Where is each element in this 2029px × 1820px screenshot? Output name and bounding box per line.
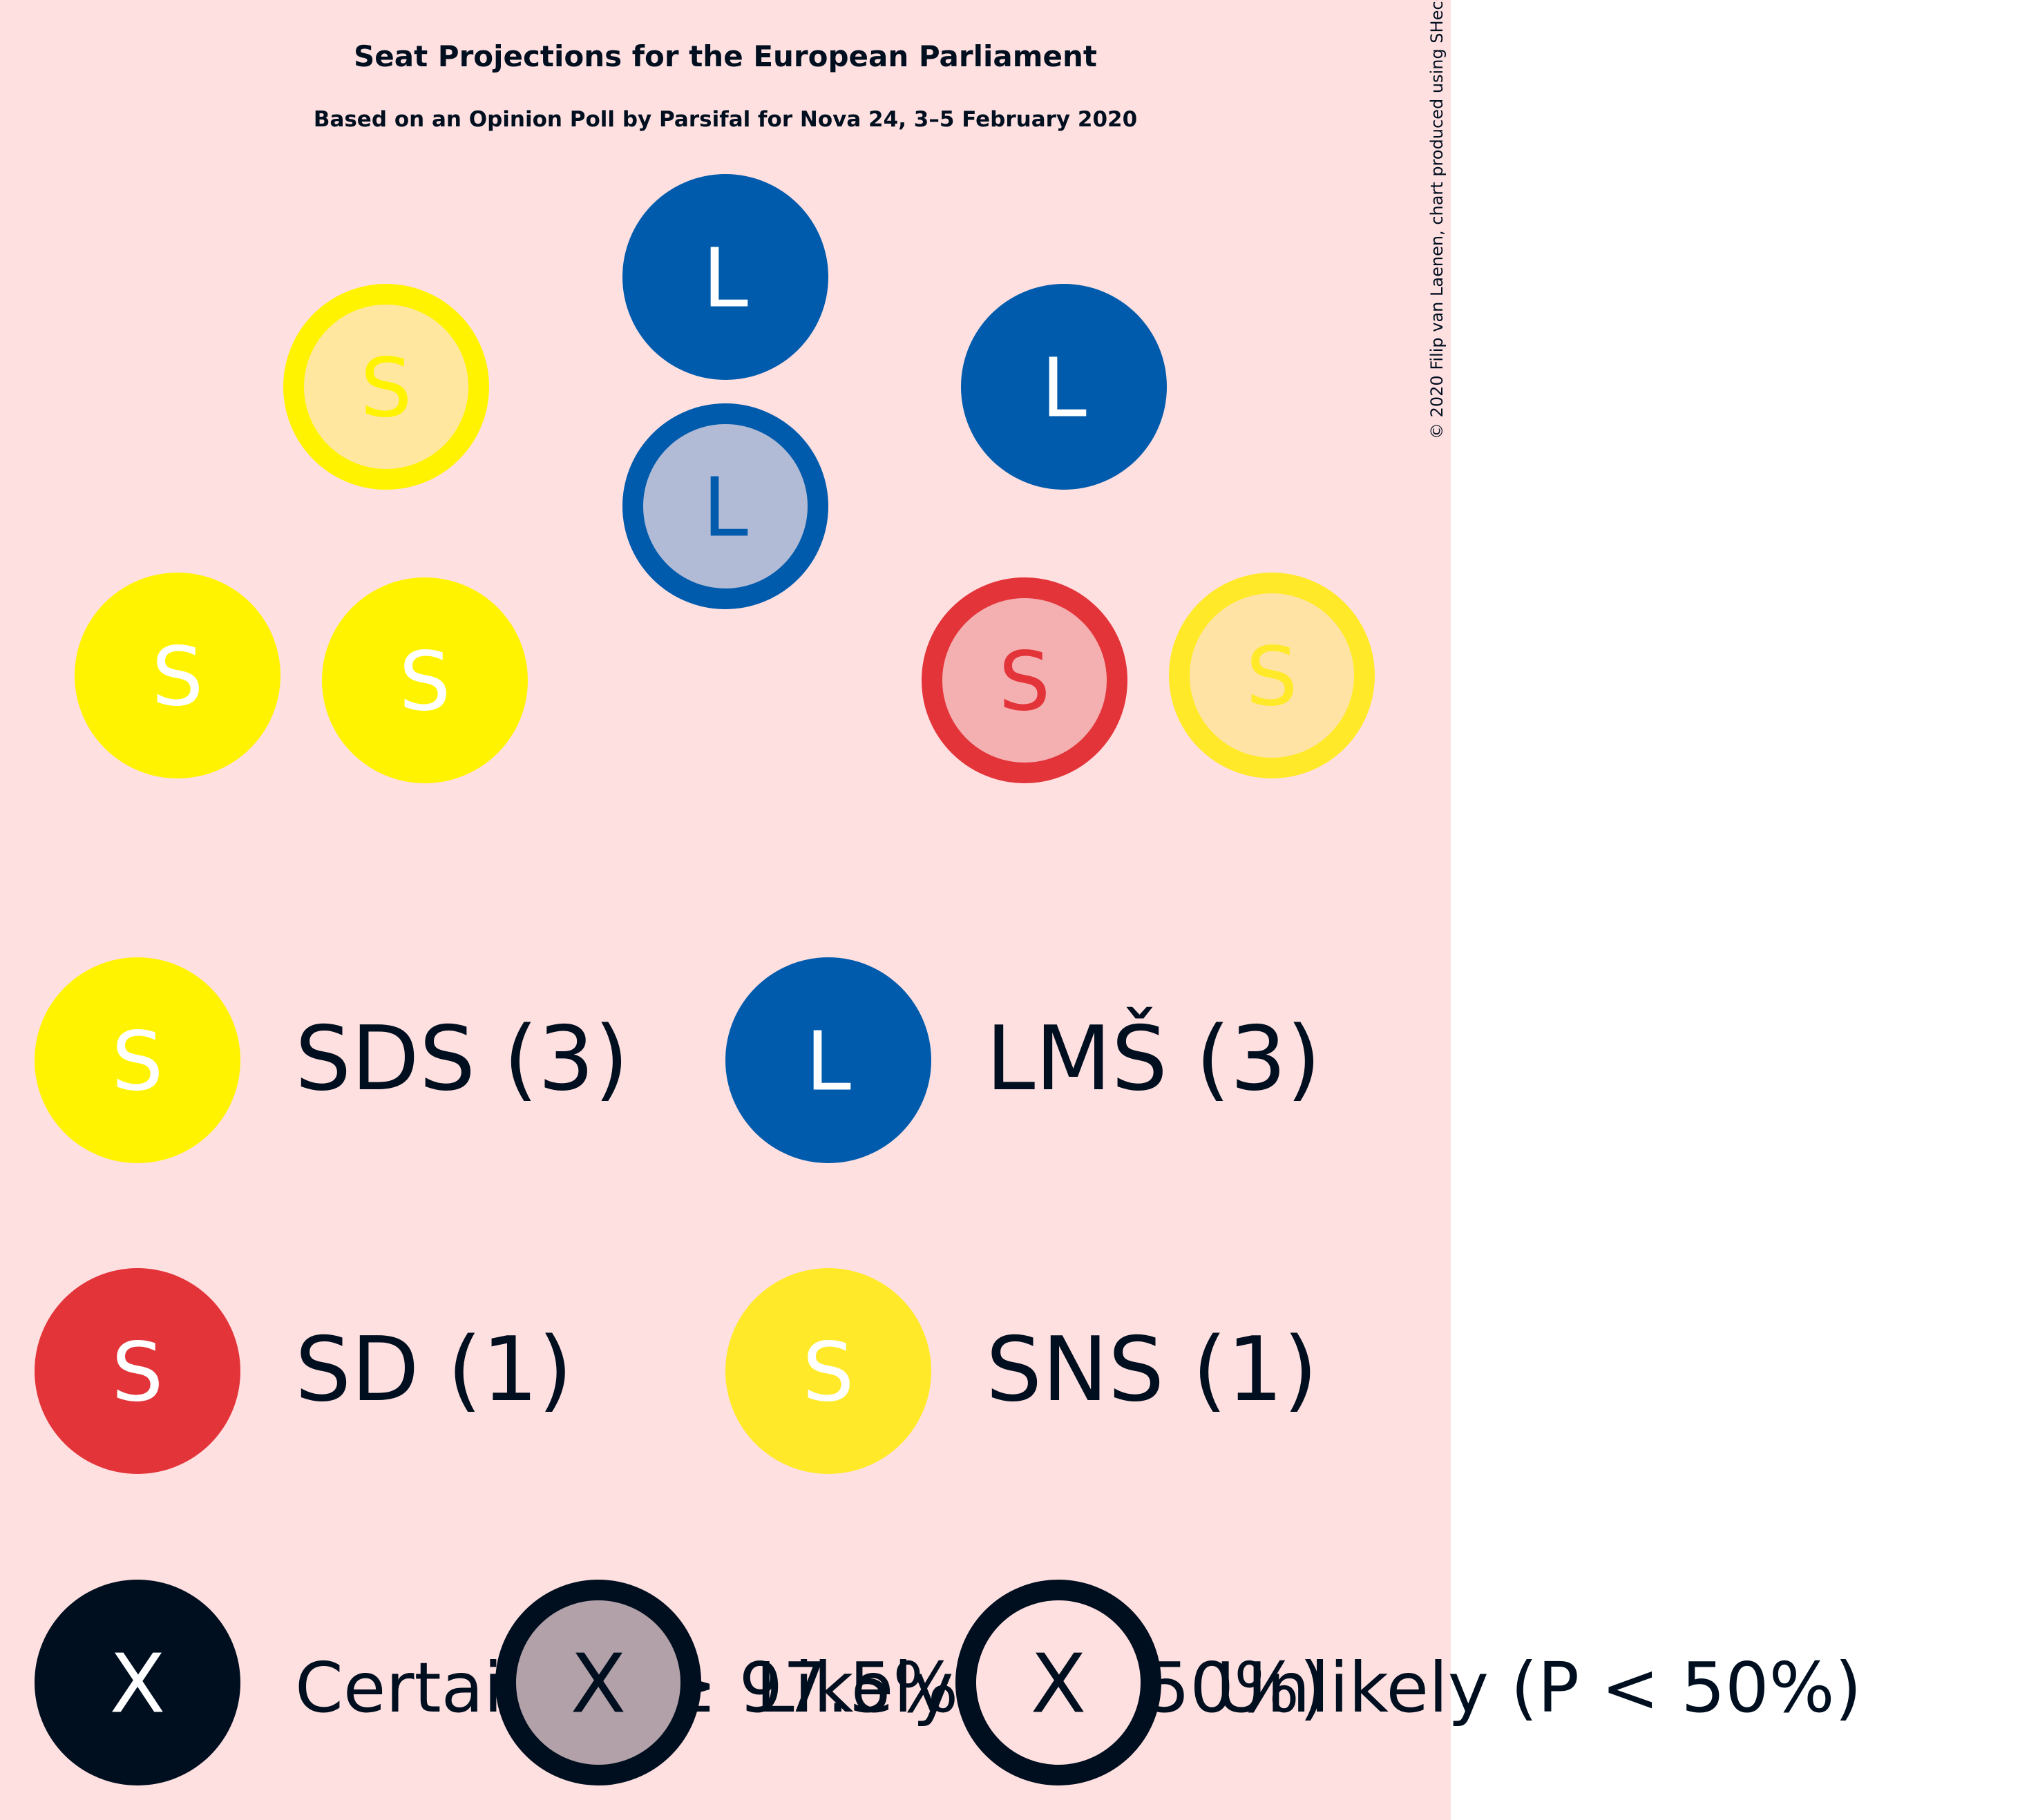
legend-sns-swatch-letter: S [803,1324,855,1419]
status-likely-swatch: X [495,1580,701,1785]
copyright-note: © 2020 Filip van Laenen, chart produced … [1427,0,1447,439]
seat-sns-likely-disc [1169,573,1375,778]
seat-sds-certain-disc [75,573,280,778]
seat-sds-likely-disc [283,284,489,490]
seat-lms-likely-letter: L [703,459,748,555]
seat-sds-certain: S [322,577,528,783]
seat-lms-certain-letter: L [703,230,748,325]
seat-lms-likely-disc [622,403,828,609]
status-certain-swatch: X [35,1580,240,1785]
seat-sd-likely-disc [922,577,1127,783]
seat-lms-certain-letter: L [1041,340,1087,435]
legend-sns-swatch: S [725,1268,931,1474]
seat-sns-likely: S [1169,573,1375,778]
status-unlikely-label: Unlikely (P < 50%) [1216,1647,1862,1728]
seat-lms-certain: L [961,284,1167,490]
status-likely-swatch-disc [495,1580,701,1785]
seat-sds-certain-letter: S [399,633,451,729]
seat-sds-certain-disc [322,577,528,783]
status-likely-swatch-letter: X [571,1636,627,1731]
status-unlikely-swatch: X [955,1580,1161,1785]
seat-sds-certain: S [75,573,280,778]
legend-sns-swatch-disc [725,1268,931,1474]
legend-sds-swatch-letter: S [112,1013,164,1109]
legend-sns-label: SNS (1) [986,1319,1317,1421]
legend-sd-swatch-disc [35,1268,240,1474]
party-legend: S SDS (3) L LMŠ (3) S SD (1) S SNS (1) [35,957,1321,1474]
legend-lms-swatch-disc [725,957,931,1163]
chart-title: Seat Projections for the European Parlia… [354,39,1097,73]
seat-lms-likely: L [622,403,828,609]
seat-lms-certain-disc [622,174,828,380]
legend-sds-swatch: S [35,957,240,1163]
legend-sd-swatch-letter: S [112,1324,164,1419]
seat-sds-likely-letter: S [361,340,412,435]
seat-sns-likely-letter: S [1246,629,1298,724]
legend-sds-swatch-disc [35,957,240,1163]
status-certain-swatch-letter: X [110,1636,166,1731]
status-unlikely-swatch-disc [955,1580,1161,1785]
seat-sd-likely: S [922,577,1127,783]
seat-sds-certain-letter: S [152,629,204,724]
legend-lms-label: LMŠ (3) [986,1007,1321,1111]
status-unlikely-swatch-letter: X [1031,1636,1087,1731]
legend-sds-label: SDS (3) [295,1008,629,1111]
seat-sd-likely-letter: S [999,633,1051,729]
seat-lms-certain: L [622,174,828,380]
legend-lms-swatch-letter: L [806,1013,851,1109]
seat-sds-likely: S [283,284,489,490]
legend-sd-label: SD (1) [295,1319,573,1421]
seat-grid: S L L L S S S S [75,174,1375,783]
chart-subtitle: Based on an Opinion Poll by Parsifal for… [314,107,1137,132]
status-certain-swatch-disc [35,1580,240,1785]
seat-lms-certain-disc [961,284,1167,490]
legend-sd-swatch: S [35,1268,240,1474]
legend-lms-swatch: L [725,957,931,1163]
